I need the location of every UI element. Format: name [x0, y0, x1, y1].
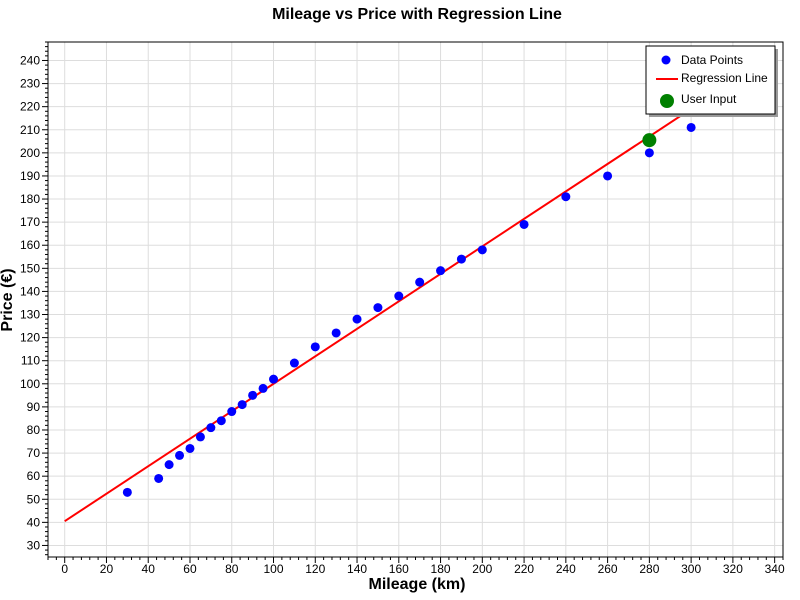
y-tick-label: 50 — [27, 492, 41, 506]
y-axis-label: Price (€) — [0, 268, 16, 331]
y-tick-label: 140 — [20, 284, 40, 298]
y-tick-label: 30 — [27, 538, 41, 552]
data-point — [331, 328, 341, 338]
y-tick-label: 230 — [20, 77, 40, 91]
x-tick-label: 340 — [765, 562, 785, 576]
data-point — [248, 390, 258, 400]
data-point — [237, 400, 247, 410]
x-tick-label: 180 — [431, 562, 451, 576]
data-point — [154, 473, 164, 483]
y-tick-label: 160 — [20, 238, 40, 252]
data-point — [258, 383, 268, 393]
x-axis-label: Mileage (km) — [369, 576, 466, 593]
data-point — [644, 148, 654, 158]
y-tick-label: 130 — [20, 308, 40, 322]
chart-title: Mileage vs Price with Regression Line — [272, 6, 562, 23]
y-tick-label: 170 — [20, 215, 40, 229]
x-tick-label: 40 — [142, 562, 156, 576]
legend-user-input-marker — [660, 94, 674, 108]
data-point — [373, 303, 383, 313]
y-tick-label: 60 — [27, 469, 41, 483]
y-tick-label: 40 — [27, 515, 41, 529]
data-point — [185, 443, 195, 453]
x-tick-label: 160 — [389, 562, 409, 576]
y-tick-label: 240 — [20, 53, 40, 67]
x-tick-label: 100 — [263, 562, 283, 576]
legend-user-input-label: User Input — [681, 92, 737, 106]
y-tick-label: 100 — [20, 377, 40, 391]
y-tick-label: 220 — [20, 100, 40, 114]
data-point — [477, 245, 487, 255]
x-tick-label: 80 — [225, 562, 239, 576]
data-point — [164, 460, 174, 470]
data-point — [122, 487, 132, 497]
x-tick-label: 320 — [723, 562, 743, 576]
data-point — [519, 219, 529, 229]
legend-data-points-label: Data Points — [681, 53, 743, 67]
data-point — [216, 416, 226, 426]
y-tick-label: 90 — [27, 400, 41, 414]
legend-regression-line-label: Regression Line — [681, 71, 768, 85]
x-tick-label: 20 — [100, 562, 114, 576]
data-point — [686, 122, 696, 132]
data-point — [394, 291, 404, 301]
x-tick-label: 0 — [61, 562, 68, 576]
y-tick-label: 190 — [20, 169, 40, 183]
x-tick-label: 200 — [472, 562, 492, 576]
x-tick-label: 240 — [556, 562, 576, 576]
x-tick-label: 60 — [183, 562, 197, 576]
legend-data-points-marker — [661, 55, 671, 65]
data-point — [415, 277, 425, 287]
y-tick-label: 150 — [20, 261, 40, 275]
data-point — [310, 342, 320, 352]
y-tick-label: 210 — [20, 123, 40, 137]
y-tick-label: 70 — [27, 446, 41, 460]
data-point — [195, 432, 205, 442]
y-tick-label: 120 — [20, 331, 40, 345]
y-tick-label: 80 — [27, 423, 41, 437]
legend: Data Points Regression Line User Input — [645, 45, 778, 117]
data-point — [603, 171, 613, 181]
x-tick-label: 280 — [639, 562, 659, 576]
data-point — [175, 450, 185, 460]
chart-marks — [64, 108, 696, 523]
data-point — [289, 358, 299, 368]
data-point — [206, 423, 216, 433]
x-tick-label: 300 — [681, 562, 701, 576]
data-point — [561, 192, 571, 202]
y-tick-label: 180 — [20, 192, 40, 206]
y-tick-label: 200 — [20, 146, 40, 160]
data-point — [352, 314, 362, 324]
data-point — [269, 374, 279, 384]
x-tick-label: 120 — [305, 562, 325, 576]
regression-line — [64, 108, 692, 523]
x-tick-label: 220 — [514, 562, 534, 576]
axis-ticks: 0 20 40 60 80 100 120 140 160 180 200 220 240 260 280 3… — [20, 41, 785, 576]
data-point — [456, 254, 466, 264]
data-point — [227, 407, 237, 417]
y-tick-label: 110 — [21, 354, 40, 368]
x-tick-label: 140 — [347, 562, 367, 576]
x-tick-label: 260 — [598, 562, 618, 576]
user-input-point — [642, 133, 657, 148]
data-point — [436, 266, 446, 276]
